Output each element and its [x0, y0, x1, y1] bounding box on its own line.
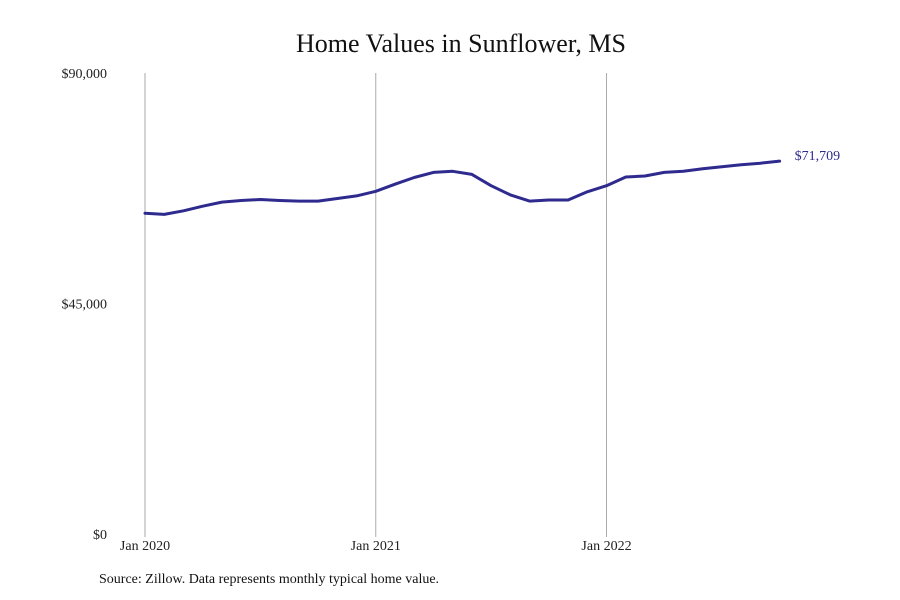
x-axis-ticks: Jan 2020 Jan 2021 Jan 2022 — [120, 539, 632, 554]
series-layer — [143, 159, 782, 216]
y-axis-ticks: $0 $45,000 $90,000 — [62, 67, 108, 543]
x-tick-label: Jan 2021 — [351, 539, 401, 554]
end-value-label: $71,709 — [795, 149, 841, 164]
y-tick-label: $90,000 — [62, 67, 108, 82]
source-note: Source: Zillow. Data represents monthly … — [99, 572, 440, 587]
y-tick-label: $0 — [93, 528, 107, 543]
chart-title: Home Values in Sunflower, MS — [296, 29, 626, 58]
x-tick-label: Jan 2020 — [120, 539, 170, 554]
x-tick-label: Jan 2022 — [581, 539, 631, 554]
gridlines — [144, 73, 608, 537]
y-tick-label: $45,000 — [62, 298, 108, 313]
series-line — [143, 159, 782, 216]
